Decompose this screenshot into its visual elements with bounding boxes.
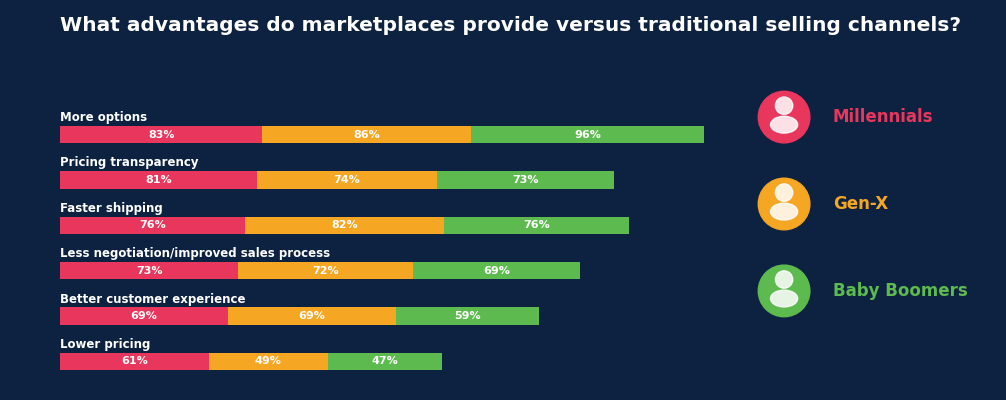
Bar	[437, 171, 615, 188]
Text: 76%: 76%	[139, 220, 166, 230]
Text: Millennials: Millennials	[833, 108, 934, 126]
Bar	[262, 126, 471, 143]
Text: Less negotiation/improved sales process: Less negotiation/improved sales process	[60, 247, 331, 260]
Text: 86%: 86%	[353, 130, 380, 140]
Text: 96%: 96%	[574, 130, 601, 140]
Bar	[245, 217, 445, 234]
Bar	[208, 353, 328, 370]
Circle shape	[759, 178, 810, 230]
Bar	[412, 262, 580, 279]
Text: 61%: 61%	[121, 356, 148, 366]
Text: Faster shipping: Faster shipping	[60, 202, 163, 215]
Text: Pricing transparency: Pricing transparency	[60, 156, 199, 170]
Text: 73%: 73%	[136, 266, 162, 276]
Bar	[60, 217, 245, 234]
Text: 47%: 47%	[371, 356, 398, 366]
Bar	[60, 126, 262, 143]
Bar	[237, 262, 412, 279]
Ellipse shape	[771, 290, 798, 307]
Text: 74%: 74%	[334, 175, 360, 185]
Text: 49%: 49%	[255, 356, 282, 366]
Bar	[60, 353, 208, 370]
Text: What advantages do marketplaces provide versus traditional selling channels?: What advantages do marketplaces provide …	[60, 16, 962, 35]
Text: 69%: 69%	[131, 311, 158, 321]
Bar	[60, 171, 258, 188]
Text: 81%: 81%	[146, 175, 172, 185]
Bar	[395, 307, 539, 324]
Text: 69%: 69%	[483, 266, 510, 276]
Bar	[60, 262, 237, 279]
Circle shape	[759, 265, 810, 317]
Text: Baby Boomers: Baby Boomers	[833, 282, 968, 300]
Text: 72%: 72%	[312, 266, 338, 276]
Ellipse shape	[771, 203, 798, 220]
Text: 59%: 59%	[454, 311, 481, 321]
Text: Better customer experience: Better customer experience	[60, 292, 245, 306]
Ellipse shape	[771, 116, 798, 133]
Text: 83%: 83%	[148, 130, 174, 140]
Bar	[258, 171, 437, 188]
Text: 82%: 82%	[331, 220, 358, 230]
Circle shape	[776, 97, 793, 114]
Bar	[328, 353, 442, 370]
Bar	[228, 307, 395, 324]
Text: 69%: 69%	[299, 311, 325, 321]
Circle shape	[776, 184, 793, 201]
Text: 73%: 73%	[512, 175, 539, 185]
Text: Lower pricing: Lower pricing	[60, 338, 151, 351]
Bar	[60, 307, 228, 324]
Circle shape	[759, 91, 810, 143]
Bar	[471, 126, 704, 143]
Text: More options: More options	[60, 111, 148, 124]
Text: 76%: 76%	[523, 220, 550, 230]
Bar	[445, 217, 629, 234]
Text: Gen-X: Gen-X	[833, 195, 888, 213]
Circle shape	[776, 271, 793, 288]
